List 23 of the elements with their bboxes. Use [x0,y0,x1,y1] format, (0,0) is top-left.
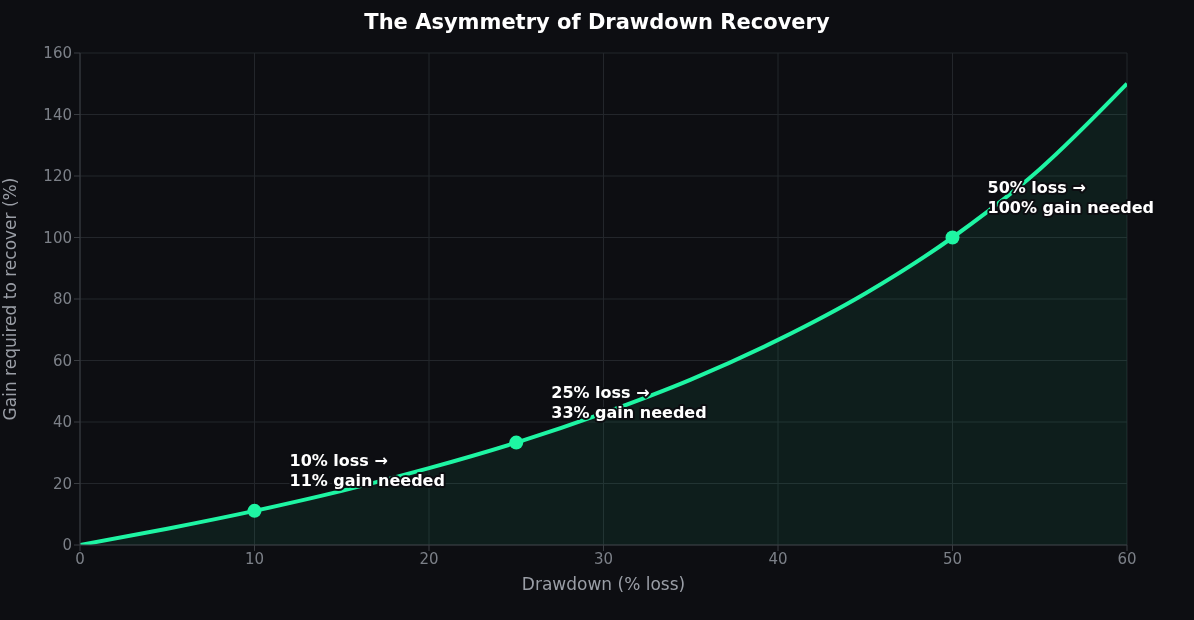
x-tick-label: 10 [244,549,265,568]
x-tick-label: 20 [419,549,439,568]
y-tick-label: 100 [43,228,72,247]
x-tick-label: 60 [1117,549,1137,568]
y-tick-label: 40 [52,413,72,432]
x-axis-title: Drawdown (% loss) [521,574,686,594]
y-tick-label: 160 [43,44,72,63]
x-tick-label: 50 [942,549,963,568]
point [945,230,960,245]
y-tick-label: 20 [52,474,72,493]
point [509,435,524,450]
annotation: 10% loss → 11% gain needed [289,450,445,490]
y-tick-label: 80 [52,290,72,309]
y-tick-label: 140 [43,105,72,124]
x-tick-label: 40 [768,549,788,568]
y-axis-title: Gain required to recover (%) [0,177,21,421]
y-tick-label: 120 [43,167,72,186]
y-tick-label: 0 [62,536,72,555]
x-tick-label: 0 [75,549,85,568]
chart-title: The Asymmetry of Drawdown Recovery [363,10,831,34]
y-tick-label: 60 [52,351,72,370]
x-tick-label: 30 [593,549,614,568]
point [247,503,262,518]
